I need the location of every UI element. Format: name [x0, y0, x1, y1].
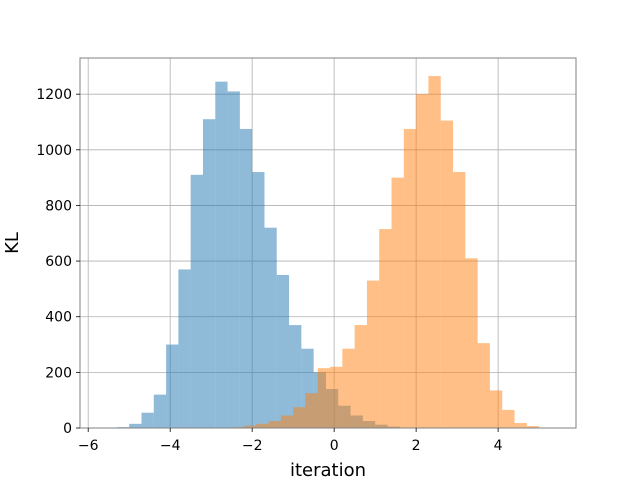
- x-tick-label: 0: [330, 438, 339, 454]
- y-tick-label: 1200: [36, 87, 72, 103]
- histogram-bar-series-2: [243, 425, 257, 428]
- histogram-bar-series-2: [330, 366, 343, 428]
- x-tick-label: −4: [160, 438, 181, 454]
- x-axis-label: iteration: [290, 460, 366, 480]
- histogram-bar-series-1: [190, 174, 203, 428]
- histogram-bar-series-2: [440, 120, 454, 428]
- histogram-bar-series-2: [489, 390, 503, 428]
- histogram-bar-series-1: [202, 119, 216, 429]
- histogram-bar-series-2: [379, 229, 392, 428]
- x-tick-label: 4: [494, 438, 503, 454]
- plot-frame: [79, 57, 577, 429]
- x-tick-label: 2: [412, 438, 421, 454]
- histogram-bar-series-2: [428, 76, 441, 429]
- histogram-bar-series-1: [178, 269, 191, 428]
- histogram-bar-series-1: [153, 394, 167, 428]
- histogram-bar-series-2: [305, 393, 318, 428]
- histogram-bar-series-2: [293, 407, 306, 428]
- histogram-bar-series-2: [465, 258, 478, 428]
- histogram-bar-series-2: [256, 423, 269, 428]
- histogram-bar-series-2: [416, 94, 429, 429]
- histogram-bar-series-1: [252, 172, 265, 428]
- y-tick-label: 800: [45, 198, 72, 214]
- histogram-bar-series-1: [289, 325, 302, 428]
- y-tick-label: 1000: [36, 143, 72, 159]
- histogram-bar-series-2: [514, 422, 527, 428]
- plot-background: [80, 58, 576, 428]
- histogram-bar-series-2: [317, 368, 331, 428]
- y-tick-label: 0: [63, 421, 72, 437]
- histogram-bar-series-1: [141, 412, 154, 428]
- y-axis-ticks: 0 200 400 600 800 1000 1200: [36, 87, 80, 437]
- histogram-bar-series-2: [403, 128, 417, 428]
- histogram-bar-series-2: [268, 421, 281, 428]
- y-tick-label: 200: [45, 365, 72, 381]
- y-tick-label: 400: [45, 310, 72, 326]
- histogram-bar-series-2: [391, 177, 404, 428]
- histogram-bar-series-1: [215, 81, 228, 429]
- histogram-bar-series-2: [502, 409, 515, 428]
- histogram-bar-series-2: [280, 415, 294, 428]
- histogram-bar-series-2: [477, 343, 490, 428]
- histogram-bar-series-1: [276, 274, 290, 428]
- histogram-bar-series-1: [166, 344, 179, 428]
- y-axis-label: KL: [2, 232, 23, 254]
- histogram-bar-series-1: [264, 227, 277, 428]
- histogram-bar-series-1: [239, 128, 253, 428]
- histogram-bar-series-1: [227, 91, 240, 429]
- x-tick-label: −2: [242, 438, 263, 454]
- x-axis-ticks: −6 −4 −2 0 2 4: [78, 428, 503, 454]
- histogram-bar-series-2: [526, 426, 540, 428]
- histogram-bar-series-2: [342, 348, 355, 428]
- histogram-bar-series-1: [129, 423, 142, 428]
- y-tick-label: 600: [45, 254, 72, 270]
- x-tick-label: −6: [78, 438, 99, 454]
- histogram-bar-series-2: [453, 172, 466, 428]
- histogram-bar-series-2: [366, 280, 380, 428]
- bars: [116, 76, 540, 429]
- histogram-bar-series-2: [354, 325, 367, 428]
